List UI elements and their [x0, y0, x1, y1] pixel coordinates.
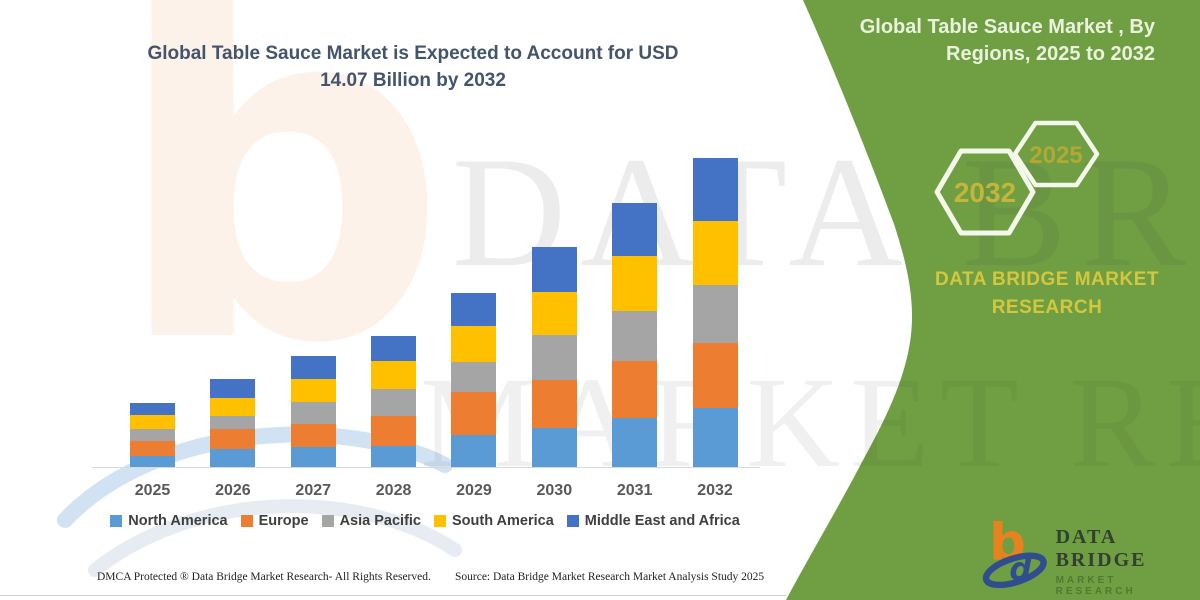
legend-swatch-icon	[240, 515, 253, 527]
legend-label: North America	[128, 513, 228, 529]
x-axis-label: 2028	[375, 482, 412, 499]
bar-segment	[130, 456, 175, 468]
bar-segment	[290, 447, 336, 468]
x-axis-label: 2027	[295, 482, 332, 499]
bar-segment	[451, 293, 497, 327]
x-axis-line	[92, 467, 760, 468]
bar-segment	[531, 247, 577, 293]
bars-plot-area	[130, 158, 738, 468]
bar-segment	[612, 418, 658, 468]
bar-segment	[531, 335, 577, 381]
x-axis-label: 2026	[215, 482, 251, 499]
legend-swatch-icon	[321, 515, 334, 527]
bar-segment	[451, 326, 497, 362]
bar-segment	[451, 392, 497, 435]
bar-2030	[531, 247, 577, 468]
bar-segment	[371, 336, 417, 362]
bar-segment	[531, 380, 577, 429]
bar-2025	[130, 402, 175, 468]
bar-segment	[692, 158, 738, 222]
data-bridge-logo-mark-icon: b d	[982, 513, 1047, 589]
bar-segment	[130, 402, 175, 416]
data-bridge-logo: b d DATA BRIDGE MARKET RESEARCH	[982, 510, 1200, 597]
legend-item: South America	[434, 513, 554, 529]
bar-segment	[130, 415, 175, 430]
panel-brand-text: DATA BRIDGE MARKET RESEARCH	[935, 269, 1159, 318]
hexagon-2025-icon	[1012, 120, 1100, 188]
chart-title: Global Table Sauce Market is Expected to…	[147, 43, 679, 91]
legend-swatch-icon	[110, 515, 123, 527]
legend-swatch-icon	[434, 515, 446, 527]
bar-segment	[692, 408, 738, 468]
x-axis-label: 2025	[134, 482, 171, 499]
panel-title: Global Table Sauce Market , By Regions, …	[859, 16, 1155, 65]
year-hexagons: 2032 2025	[934, 120, 1100, 236]
bar-segment	[612, 256, 658, 311]
logo-name: DATA BRIDGE	[1055, 526, 1147, 571]
bar-segment	[210, 379, 256, 399]
x-axis-label: 2029	[456, 482, 492, 499]
x-axis-label: 2031	[616, 482, 653, 499]
bar-segment	[451, 435, 497, 468]
bar-segment	[612, 203, 658, 257]
bar-segment	[290, 356, 336, 380]
x-axis-label: 2030	[536, 482, 573, 499]
bar-segment	[692, 221, 738, 286]
legend-item: North America	[110, 513, 228, 529]
bar-segment	[130, 429, 175, 442]
legend-label: Middle East and Africa	[584, 513, 740, 529]
bar-2026	[210, 379, 256, 468]
bar-segment	[290, 402, 336, 425]
bar-segment	[451, 362, 497, 392]
bar-2029	[451, 293, 497, 468]
bar-segment	[371, 361, 417, 390]
bar-segment	[531, 292, 577, 336]
bar-segment	[290, 379, 336, 403]
hexagon-year-large: 2032	[954, 177, 1016, 208]
bar-segment	[290, 424, 336, 448]
bar-2028	[371, 336, 417, 468]
legend-item: Europe	[240, 513, 309, 529]
bar-segment	[210, 416, 256, 430]
bar-segment	[692, 285, 738, 344]
legend-swatch-icon	[566, 515, 579, 527]
footer-source: Source: Data Bridge Market Research Mark…	[455, 571, 765, 583]
legend-label: Asia Pacific	[339, 513, 421, 529]
bar-2031	[612, 203, 658, 468]
legend-label: Europe	[258, 513, 309, 529]
bar-segment	[210, 398, 256, 417]
legend-label: South America	[452, 513, 554, 529]
legend-item: Asia Pacific	[321, 513, 421, 529]
bar-segment	[371, 446, 417, 468]
bar-segment	[612, 360, 658, 418]
bar-segment	[371, 389, 417, 416]
footer-dmca: DMCA Protected ® Data Bridge Market Rese…	[97, 571, 431, 583]
bar-segment	[692, 343, 738, 409]
bar-segment	[130, 441, 175, 457]
hexagon-year-small: 2025	[1029, 142, 1082, 169]
bar-segment	[210, 449, 256, 468]
bar-2032	[692, 158, 738, 468]
x-axis-label: 2032	[697, 482, 733, 499]
logo-subtitle: MARKET RESEARCH	[1055, 575, 1136, 597]
bar-2027	[290, 356, 336, 468]
bar-segment	[612, 310, 658, 361]
bottom-divider	[0, 595, 786, 596]
bar-segment	[531, 428, 577, 468]
chart-legend: North America Europe Asia Pacific South Ame…	[85, 513, 765, 529]
bar-segment	[371, 416, 417, 446]
hexagon-2032-icon	[934, 148, 1036, 236]
bar-segment	[210, 429, 256, 450]
svg-text:d: d	[1009, 551, 1032, 587]
legend-item: Middle East and Africa	[566, 513, 740, 529]
